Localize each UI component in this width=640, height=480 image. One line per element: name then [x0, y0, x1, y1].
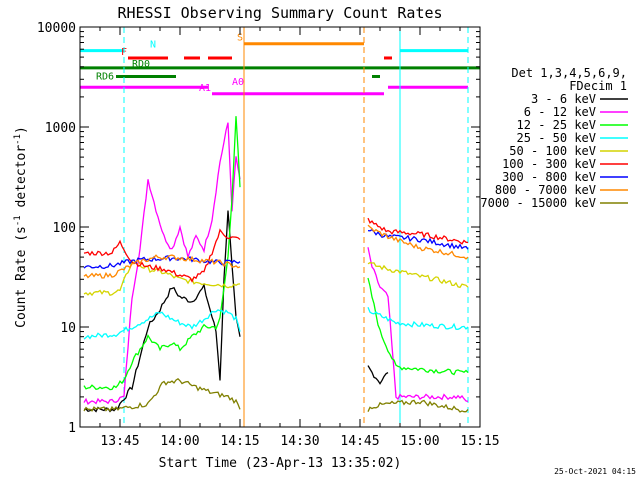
x-tick-label: 13:45 — [100, 434, 139, 449]
chart-title: RHESSI Observing Summary Count Rates — [117, 4, 442, 22]
legend-entry-label: 12 - 25 keV — [517, 118, 596, 132]
x-tick-label: 14:00 — [160, 434, 199, 449]
series-line-7 — [367, 224, 469, 260]
x-tick-label: 14:15 — [220, 434, 259, 449]
series-line-8 — [367, 399, 469, 413]
y-tick-label: 1000 — [45, 121, 76, 136]
legend-entry-label: 800 - 7000 keV — [495, 183, 596, 197]
y-tick-label: 10000 — [37, 21, 76, 36]
series-line-6 — [367, 228, 469, 250]
flag-label-rd0: RD0 — [132, 59, 150, 70]
legend-header-line1: Det 1,3,4,5,6,9, — [511, 66, 627, 80]
flag-label-a1: A1 — [199, 83, 211, 94]
series-line-4 — [83, 259, 241, 297]
flag-bars: NFSRD0RD6A0A1 — [80, 33, 480, 96]
y-axis-label: Count Rate (s-1 detector-1) — [13, 126, 29, 328]
series-line-0 — [367, 365, 389, 385]
series-line-2 — [83, 116, 241, 391]
y-tick-label: 100 — [53, 221, 76, 236]
series-line-7 — [83, 254, 241, 279]
x-tick-label: 15:00 — [400, 434, 439, 449]
series-line-1 — [367, 247, 469, 403]
x-tick-label: 14:45 — [340, 434, 379, 449]
legend-header-line2: FDecim 1 — [569, 79, 627, 93]
series-line-1 — [83, 122, 241, 405]
legend-entry-label: 7000 - 15000 keV — [480, 196, 596, 210]
y-axis-ticks: 1 10 100 1000 10000 — [37, 21, 480, 436]
legend-entry-label: 50 - 100 keV — [509, 144, 596, 158]
x-tick-label: 15:15 — [460, 434, 499, 449]
legend-entry-label: 100 - 300 keV — [502, 157, 596, 171]
series-lines — [83, 116, 469, 413]
legend-entry-label: 6 - 12 keV — [524, 105, 596, 119]
x-axis-ticks: 13:45 14:00 14:15 14:30 14:45 15:00 15:15 — [79, 27, 500, 449]
legend-entry-label: 25 - 50 keV — [517, 131, 596, 145]
legend-entry-label: 3 - 6 keV — [531, 92, 596, 106]
series-line-4 — [367, 262, 469, 289]
generation-timestamp: 25-Oct-2021 04:15 — [554, 467, 636, 476]
series-line-8 — [83, 377, 241, 412]
series-line-3 — [367, 306, 469, 330]
series-line-2 — [367, 277, 469, 376]
series-line-5 — [83, 228, 241, 283]
flag-label-s: S — [237, 33, 243, 44]
series-line-5 — [367, 217, 469, 245]
flag-label-rd6: RD6 — [96, 71, 114, 82]
legend-entry-label: 300 - 800 keV — [502, 170, 596, 184]
series-line-3 — [83, 309, 241, 340]
x-tick-label: 14:30 — [280, 434, 319, 449]
flag-label-n: N — [150, 40, 156, 51]
x-axis-label: Start Time (23-Apr-13 13:35:02) — [159, 456, 402, 471]
y-tick-label: 1 — [68, 421, 76, 436]
y-tick-label: 10 — [60, 321, 76, 336]
flag-label-a0: A0 — [232, 77, 244, 88]
